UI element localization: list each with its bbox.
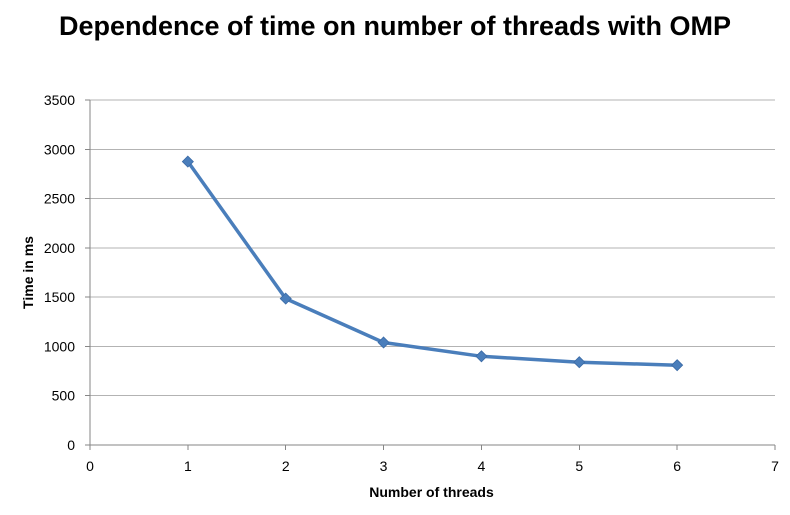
data-point-marker xyxy=(671,359,684,372)
gridlines xyxy=(90,99,775,397)
y-axis-title: Time in ms xyxy=(20,236,36,309)
chart-title: Dependence of time on number of threads … xyxy=(58,11,732,41)
x-tick-label: 4 xyxy=(478,458,486,474)
y-tick-label: 3000 xyxy=(44,141,75,157)
x-tick-label: 0 xyxy=(86,458,94,474)
series-line xyxy=(186,159,679,367)
data-point-marker xyxy=(279,292,292,305)
data-point-marker xyxy=(377,336,390,349)
data-series xyxy=(181,155,684,372)
y-tick-label: 1000 xyxy=(44,338,75,354)
axes xyxy=(85,99,776,450)
x-tick-label: 7 xyxy=(771,458,779,474)
data-point-marker xyxy=(181,155,194,168)
x-tick-label: 5 xyxy=(575,458,583,474)
tick-labels: 0 500 1000 1500 2000 2500 3000 3500 0 1 2 3 4 5 6 7 xyxy=(44,92,779,474)
x-tick-label: 6 xyxy=(673,458,681,474)
y-tick-label: 2000 xyxy=(44,240,75,256)
x-tick-label: 2 xyxy=(282,458,290,474)
y-tick-label: 1500 xyxy=(44,289,75,305)
y-tick-label: 3500 xyxy=(44,92,75,108)
data-point-marker xyxy=(475,350,488,363)
x-tick-label: 3 xyxy=(380,458,388,474)
data-point-marker xyxy=(573,356,586,369)
x-tick-label: 1 xyxy=(184,458,192,474)
y-tick-label: 500 xyxy=(52,388,76,404)
y-tick-label: 0 xyxy=(67,437,75,453)
x-axis-title: Number of threads xyxy=(369,484,494,500)
y-tick-label: 2500 xyxy=(44,191,75,207)
